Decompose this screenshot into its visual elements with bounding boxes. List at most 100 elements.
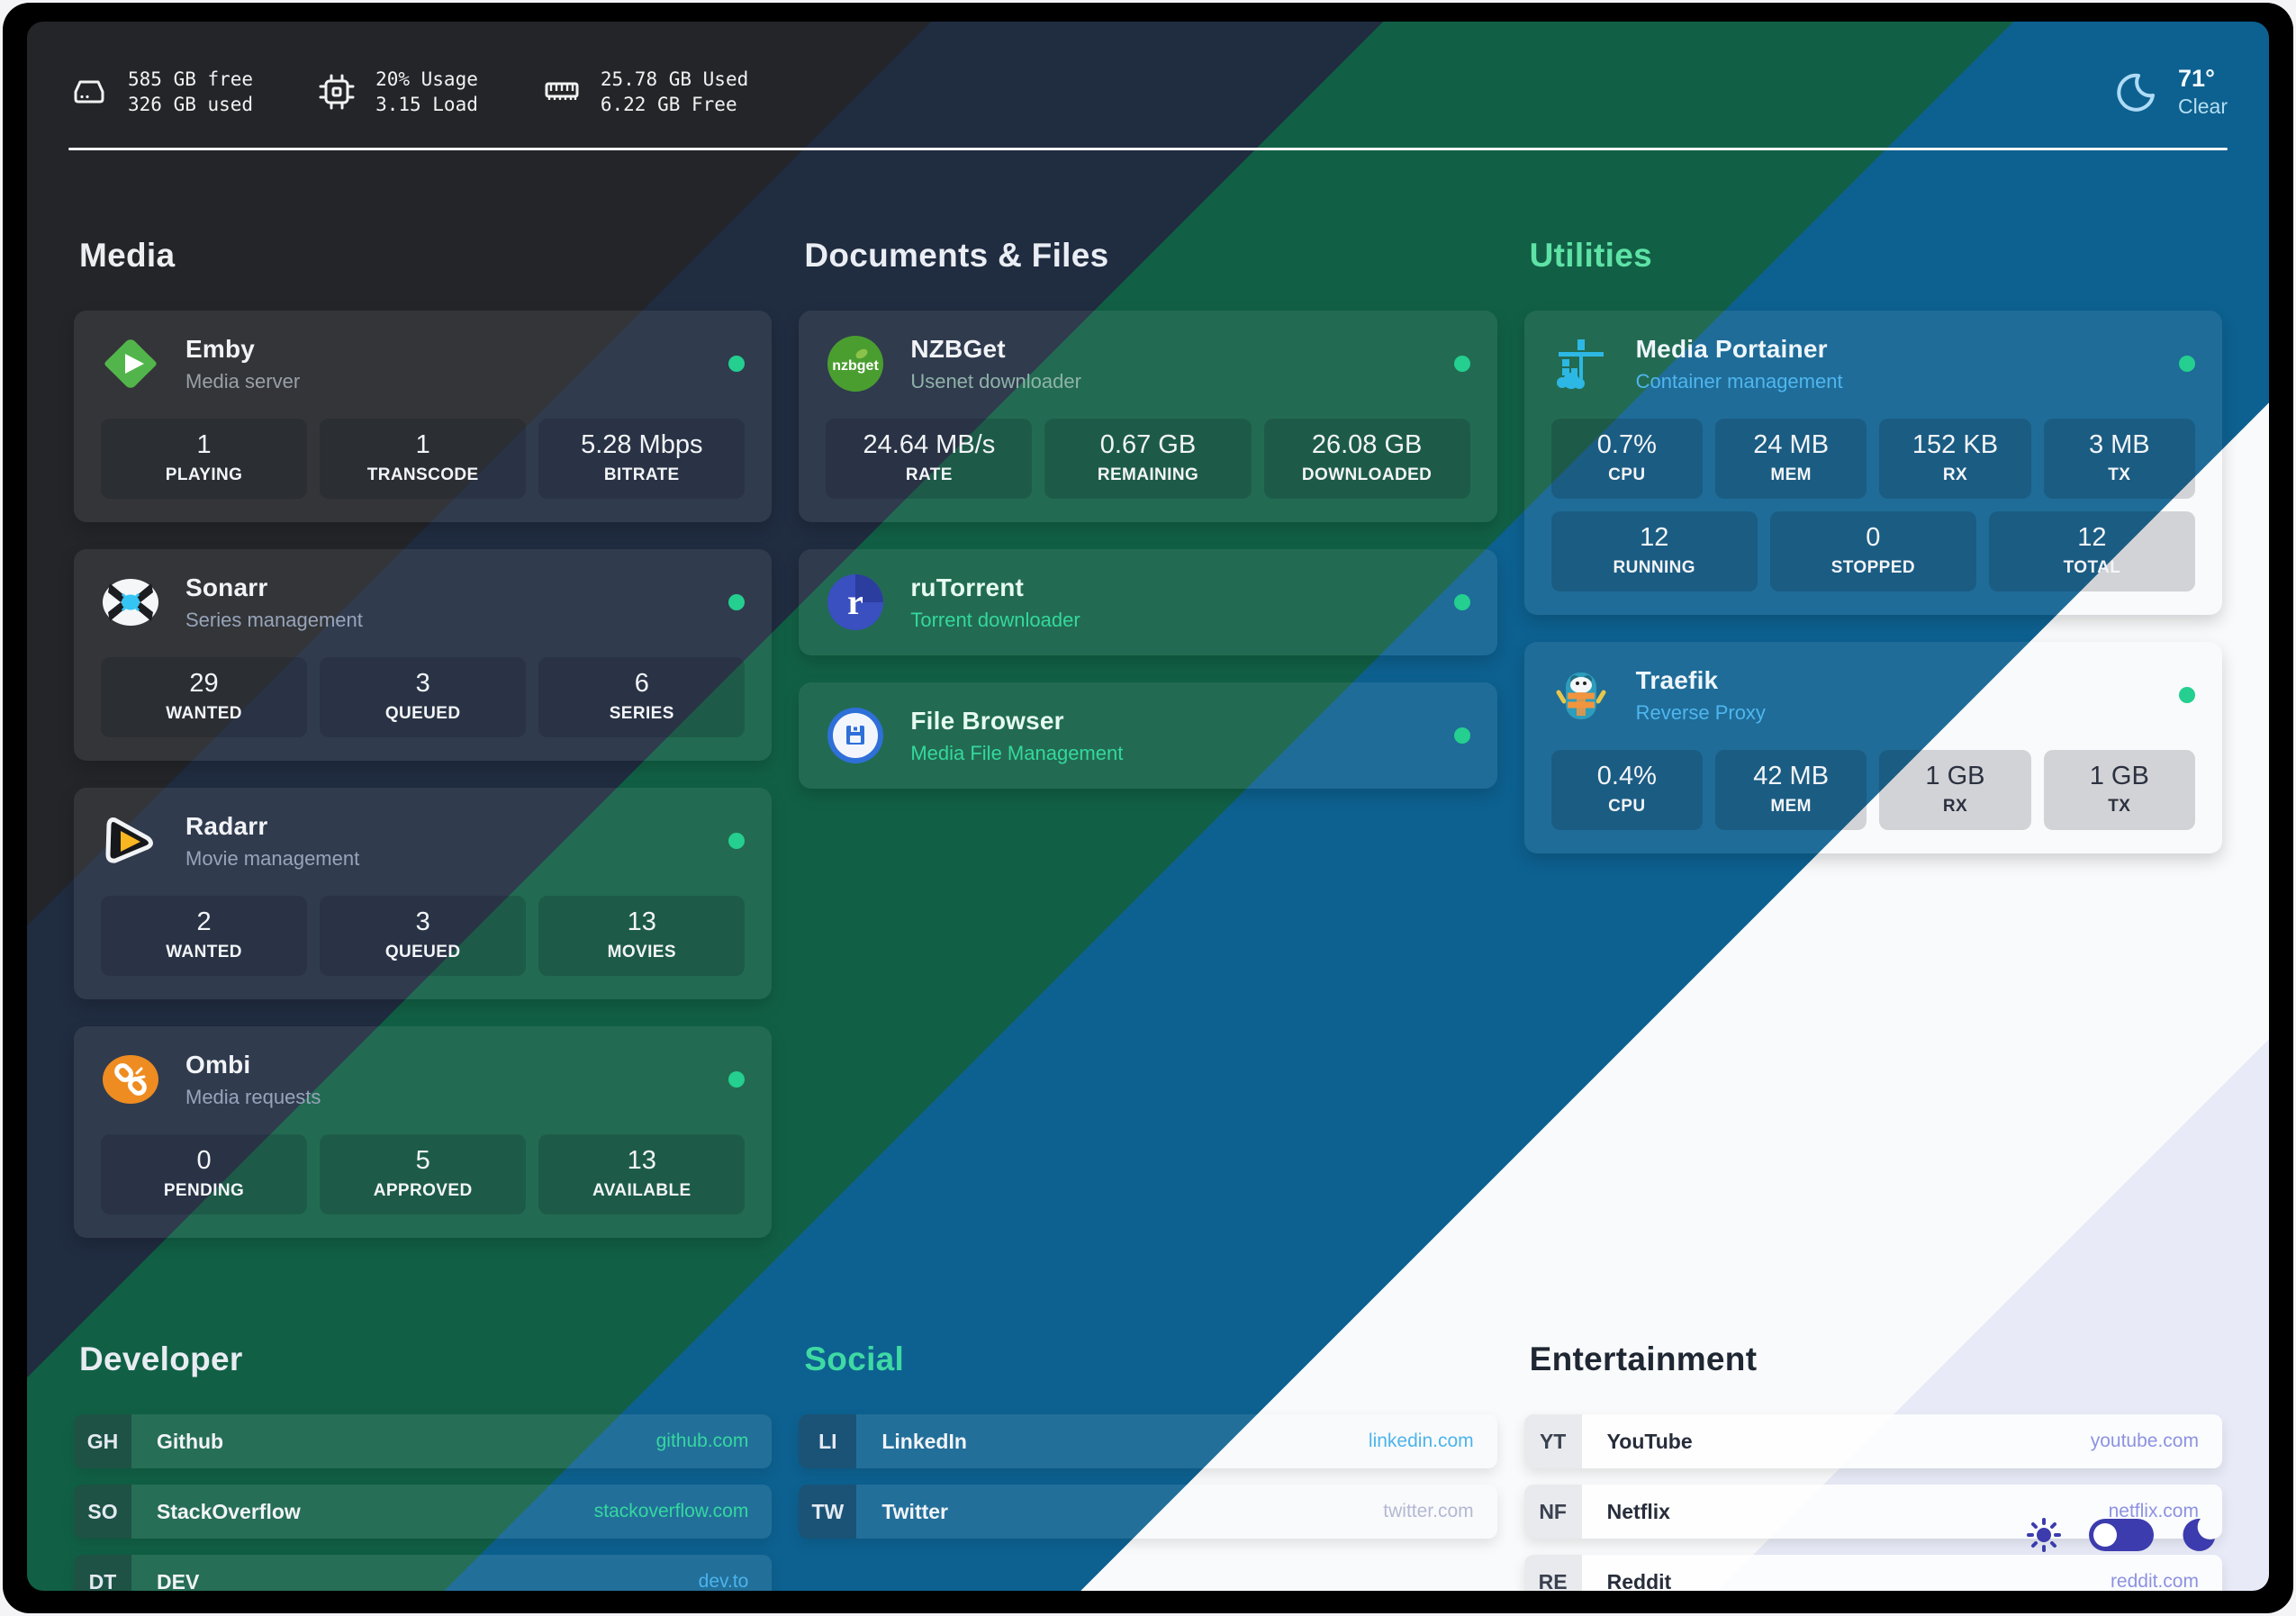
section-heading: Entertainment (1529, 1341, 1758, 1377)
service-title: Traefik (1635, 665, 1719, 694)
link-badge: TW (799, 1485, 857, 1539)
link-url: github.com (655, 1431, 749, 1451)
link-badge: SO (74, 1485, 131, 1539)
header-divider (68, 148, 2228, 150)
radarr-icon (105, 817, 153, 863)
link-name: YouTube (1606, 1429, 1693, 1453)
service-card-emby[interactable]: Emby Media server 1 PLAYING 1 TRANSCODE 5.… (74, 311, 773, 522)
link-github[interactable]: GH Github github.com (74, 1414, 773, 1468)
stat-wanted: 2 WANTED (101, 896, 308, 976)
status-dot (1453, 594, 1470, 610)
service-subtitle: Media server (185, 369, 301, 393)
stat-rate: 24.64 MB/s RATE (826, 419, 1033, 499)
nzbget-icon: nzbget (827, 336, 884, 392)
service-card-ombi[interactable]: Ombi Media requests 0 PENDING 5 APPROVED 1… (74, 1026, 773, 1238)
stat-movies: 13 MOVIES (538, 896, 746, 976)
theme-toggle-cluster (2024, 1515, 2219, 1555)
link-url: netflix.com (2108, 1501, 2199, 1521)
traefik-icon (1556, 673, 1606, 719)
service-subtitle: Reverse Proxy (1635, 700, 1766, 724)
service-card-traefik[interactable]: Traefik Reverse Proxy 0.4% CPU 42 MB MEM 1… (1523, 642, 2222, 853)
links-grid: Developer GH Github github.com SO StackO… (27, 1265, 2269, 1591)
link-url: reddit.com (2110, 1571, 2199, 1591)
service-title: File Browser (910, 706, 1064, 735)
link-dev[interactable]: DT DEV dev.to (74, 1555, 773, 1592)
cpu-stat: 20% Usage 3.15 Load (316, 67, 478, 117)
stat-queued: 3 QUEUED (320, 896, 527, 976)
portainer-icon (1556, 339, 1604, 389)
service-card-radarr[interactable]: Radarr Movie management 2 WANTED 3 QUEUED … (74, 788, 773, 999)
link-url: youtube.com (2090, 1431, 2199, 1451)
cpu-load: 3.15 Load (375, 94, 478, 115)
dashboard-page: 585 GB free 326 GB used 20% Usage 3.15 L… (27, 22, 2269, 1591)
service-subtitle: Media File Management (910, 741, 1124, 764)
link-name: DEV (157, 1569, 200, 1592)
link-name: Netflix (1606, 1499, 1670, 1523)
svg-text:r: r (847, 582, 863, 622)
section-heading: Utilities (1529, 237, 1652, 274)
stat-running: 12 RUNNING (1550, 511, 1758, 591)
stat-mem: 42 MB MEM (1714, 750, 1867, 830)
stat-remaining: 0.67 GB REMAINING (1044, 419, 1252, 499)
moon-icon[interactable] (2179, 1515, 2219, 1555)
disk-free: 585 GB free (128, 68, 254, 90)
stat-rx: 1 GB RX (1879, 750, 2031, 830)
service-card-rutorrent[interactable]: r ruTorrent Torrent downloader (799, 549, 1497, 655)
stat-cpu: 0.7% CPU (1550, 419, 1703, 499)
link-badge: LI (799, 1414, 857, 1468)
filebrowser-icon (827, 708, 884, 763)
section-developer: Developer GH Github github.com SO StackO… (74, 1341, 773, 1592)
disk-stat: 585 GB free 326 GB used (68, 67, 253, 117)
service-card-portainer[interactable]: Media Portainer Container management 0.7… (1523, 311, 2222, 615)
status-dot (2178, 356, 2195, 372)
link-youtube[interactable]: YT YouTube youtube.com (1523, 1414, 2222, 1468)
theme-switch[interactable] (2089, 1519, 2154, 1551)
emby-icon (104, 339, 157, 388)
stat-tx: 3 MB TX (2043, 419, 2195, 499)
stat-wanted: 29 WANTED (101, 657, 308, 737)
link-linkedin[interactable]: LI LinkedIn linkedin.com (799, 1414, 1497, 1468)
link-stackoverflow[interactable]: SO StackOverflow stackoverflow.com (74, 1485, 773, 1539)
moon-icon (2117, 73, 2156, 112)
status-dot (728, 594, 746, 610)
memory-stat: 25.78 GB Used 6.22 GB Free (541, 67, 748, 117)
section-documents: Documents & Files nzbget NZBGet Usenet d… (799, 237, 1497, 1265)
stat-approved: 5 APPROVED (320, 1134, 527, 1214)
services-grid: Media Emby Media server (27, 150, 2269, 1265)
link-name: Twitter (881, 1499, 949, 1523)
service-card-filebrowser[interactable]: File Browser Media File Management (799, 682, 1497, 789)
stat-transcode: 1 TRANSCODE (320, 419, 527, 499)
status-dot (1453, 727, 1470, 744)
stat-available: 13 AVAILABLE (538, 1134, 746, 1214)
service-title: Emby (185, 334, 256, 363)
link-reddit[interactable]: RE Reddit reddit.com (1523, 1555, 2222, 1591)
screenshot-frame: 585 GB free 326 GB used 20% Usage 3.15 L… (3, 3, 2293, 1613)
status-dot (1453, 356, 1470, 372)
service-title: NZBGet (910, 334, 1006, 363)
link-url: linkedin.com (1368, 1431, 1474, 1451)
stat-queued: 3 QUEUED (320, 657, 527, 737)
service-title: Ombi (185, 1050, 251, 1079)
service-card-sonarr[interactable]: Sonarr Series management 29 WANTED 3 QUEUE… (74, 549, 773, 761)
service-subtitle: Movie management (185, 846, 360, 870)
link-name: Github (157, 1429, 224, 1453)
sonarr-icon (103, 579, 158, 626)
weather-widget: 71° Clear (2113, 64, 2228, 120)
system-status-bar: 585 GB free 326 GB used 20% Usage 3.15 L… (27, 22, 2269, 135)
link-url: twitter.com (1383, 1501, 1474, 1521)
section-entertainment: Entertainment YT YouTube youtube.com NF … (1523, 1341, 2222, 1591)
memory-free: 6.22 GB Free (600, 94, 737, 115)
stat-series: 6 SERIES (538, 657, 746, 737)
section-social: Social LI LinkedIn linkedin.com TW Twitt… (799, 1341, 1497, 1591)
disk-icon (74, 80, 104, 104)
service-subtitle: Container management (1635, 369, 1843, 393)
status-dot (728, 1071, 746, 1088)
service-card-nzbget[interactable]: nzbget NZBGet Usenet downloader 24.64 MB… (799, 311, 1497, 522)
status-dot (2178, 687, 2195, 703)
link-twitter[interactable]: TW Twitter twitter.com (799, 1485, 1497, 1539)
stat-bitrate: 5.28 Mbps BITRATE (538, 419, 746, 499)
memory-icon (545, 82, 579, 100)
svg-text:nzbget: nzbget (833, 358, 880, 374)
ombi-icon (103, 1055, 158, 1104)
sun-icon[interactable] (2024, 1515, 2064, 1555)
